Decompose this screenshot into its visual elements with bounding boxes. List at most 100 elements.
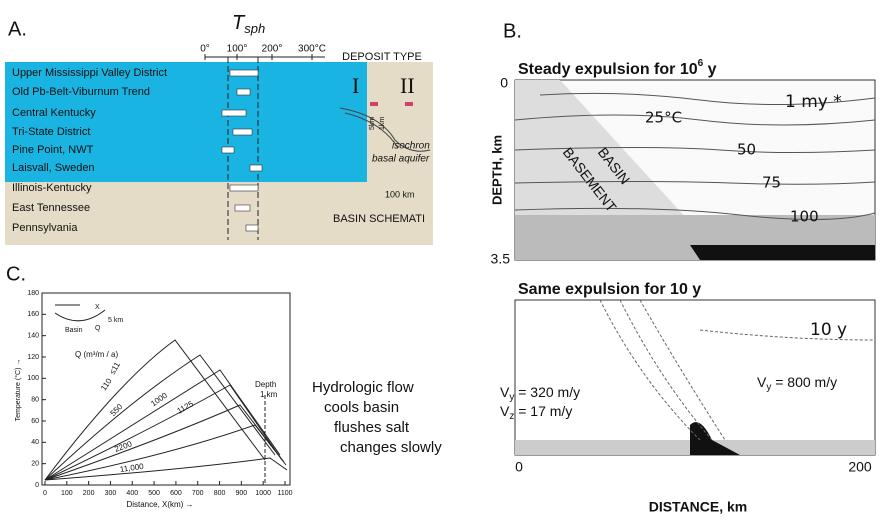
isotherm: 50 bbox=[737, 141, 756, 159]
ore-mark bbox=[370, 102, 378, 106]
aquifer: basal aquifer bbox=[372, 154, 430, 165]
schematic: BASIN SCHEMATI bbox=[333, 213, 425, 225]
v-sub: y bbox=[509, 392, 514, 403]
isotherm: 100 bbox=[790, 208, 819, 226]
x-left: 0 bbox=[515, 459, 523, 475]
x-tick-label: 0 bbox=[43, 490, 47, 497]
depth: Depth bbox=[255, 380, 276, 389]
deposit-type: DEPOSIT TYPE bbox=[342, 51, 422, 63]
note: flushes salt bbox=[334, 419, 410, 436]
tsph-main: T bbox=[232, 12, 246, 34]
temp-tick-label: 300°C bbox=[298, 44, 326, 55]
temp-range bbox=[221, 109, 247, 117]
v-main: V bbox=[500, 384, 510, 400]
velocity: Vy = 320 m/y bbox=[500, 384, 580, 403]
tsph: Tsph bbox=[232, 12, 265, 36]
x-tick-label: 200 bbox=[83, 490, 95, 497]
isotherm: 125 bbox=[838, 243, 867, 261]
y-tick-label: 0 bbox=[35, 482, 39, 489]
x-tick-label: 500 bbox=[148, 490, 160, 497]
district: Illinois-Kentucky bbox=[12, 182, 92, 194]
c-y-title: Temperature (°C) → bbox=[14, 359, 22, 422]
y-tick-label: 140 bbox=[27, 333, 39, 340]
x-tick-label: 1100 bbox=[277, 490, 292, 497]
depth: 1 km bbox=[260, 390, 278, 399]
x-tick-label: 1000 bbox=[255, 490, 271, 497]
x-tick-label: 300 bbox=[105, 490, 117, 497]
y-bottom: 3.5 bbox=[491, 251, 511, 267]
inset-label: Q bbox=[95, 325, 101, 332]
c-plot bbox=[41, 292, 291, 486]
temp-range bbox=[229, 184, 259, 192]
y-tick-label: 100 bbox=[27, 375, 39, 382]
x-tick-label: 700 bbox=[192, 490, 204, 497]
temp-range bbox=[234, 204, 251, 212]
depth-1: 1km bbox=[379, 117, 386, 130]
v-main: V bbox=[500, 403, 510, 419]
temp-range bbox=[249, 164, 263, 172]
v-rest: = 320 m/y bbox=[514, 384, 580, 400]
q-label: Q (m³/m / a) bbox=[75, 350, 118, 359]
y-tick-label: 80 bbox=[31, 397, 39, 404]
v-rest: = 17 m/y bbox=[514, 403, 572, 419]
type-i: I bbox=[352, 73, 359, 98]
panel-label: C. bbox=[6, 263, 26, 285]
plume bbox=[690, 422, 740, 455]
x-tick-label: 100 bbox=[61, 490, 73, 497]
district: Pine Point, NWT bbox=[12, 144, 94, 156]
temp-range bbox=[229, 69, 259, 77]
temp-range bbox=[236, 88, 251, 96]
title-end: y bbox=[703, 61, 716, 78]
depth-5: 5km bbox=[369, 117, 376, 130]
aquifer-black bbox=[690, 245, 875, 260]
inset-label: 5 km bbox=[108, 317, 123, 324]
panel-label: B. bbox=[503, 20, 522, 42]
x-tick-label: 900 bbox=[236, 490, 248, 497]
x-right: 200 bbox=[848, 459, 872, 475]
v-rest: = 800 m/y bbox=[771, 374, 837, 390]
top-title: Steady expulsion for 106 y bbox=[518, 58, 717, 79]
type-ii: II bbox=[400, 73, 415, 98]
bottom-title: Same expulsion for 10 y bbox=[518, 281, 701, 298]
isotherm: 25°C bbox=[645, 109, 682, 127]
title-main: Steady expulsion for 10 bbox=[518, 61, 698, 78]
x-tick-label: 800 bbox=[214, 490, 226, 497]
isotherm-lines bbox=[514, 92, 876, 221]
y-tick-label: 180 bbox=[27, 290, 39, 297]
scale: 100 km bbox=[385, 189, 415, 199]
district: Laisvall, Sweden bbox=[12, 162, 95, 174]
inset-label: X bbox=[95, 304, 100, 311]
note: Hydrologic flow bbox=[312, 379, 414, 396]
c-x-title: Distance, X(km) → bbox=[126, 500, 193, 509]
basin-hatch bbox=[515, 80, 720, 255]
panel-label: A. bbox=[8, 18, 27, 40]
temp-tick-label: 0° bbox=[200, 44, 210, 55]
y-tick-label: 20 bbox=[31, 461, 39, 468]
ore-mark bbox=[405, 102, 413, 106]
v-sub: z bbox=[509, 411, 514, 422]
x-tick-label: 400 bbox=[126, 490, 138, 497]
time-top: 1 my * bbox=[785, 92, 842, 112]
y-tick-label: 60 bbox=[31, 418, 39, 425]
velocity: Vy = 800 m/y bbox=[757, 374, 837, 393]
note: changes slowly bbox=[340, 439, 442, 456]
time-bottom: 10 y bbox=[810, 320, 847, 340]
inset-label: Basin bbox=[65, 327, 83, 334]
plume-lines bbox=[599, 299, 876, 441]
note: cools basin bbox=[324, 399, 399, 416]
district: Old Pb-Belt-Viburnum Trend bbox=[12, 86, 150, 98]
title-sup: 6 bbox=[698, 58, 704, 69]
blue-band bbox=[5, 62, 367, 182]
schematic-lines bbox=[339, 107, 431, 152]
inset bbox=[54, 304, 106, 322]
y-axis-title: DEPTH, km bbox=[489, 135, 504, 205]
y-tick-label: 120 bbox=[27, 354, 39, 361]
y-tick-label: 40 bbox=[31, 439, 39, 446]
district: Tri-State District bbox=[12, 126, 90, 138]
v-main: V bbox=[757, 374, 767, 390]
temp-range bbox=[245, 224, 259, 232]
temp-tick-label: 100° bbox=[227, 44, 248, 55]
curve-label: 11,000 bbox=[119, 462, 144, 474]
c-curves bbox=[44, 339, 288, 481]
